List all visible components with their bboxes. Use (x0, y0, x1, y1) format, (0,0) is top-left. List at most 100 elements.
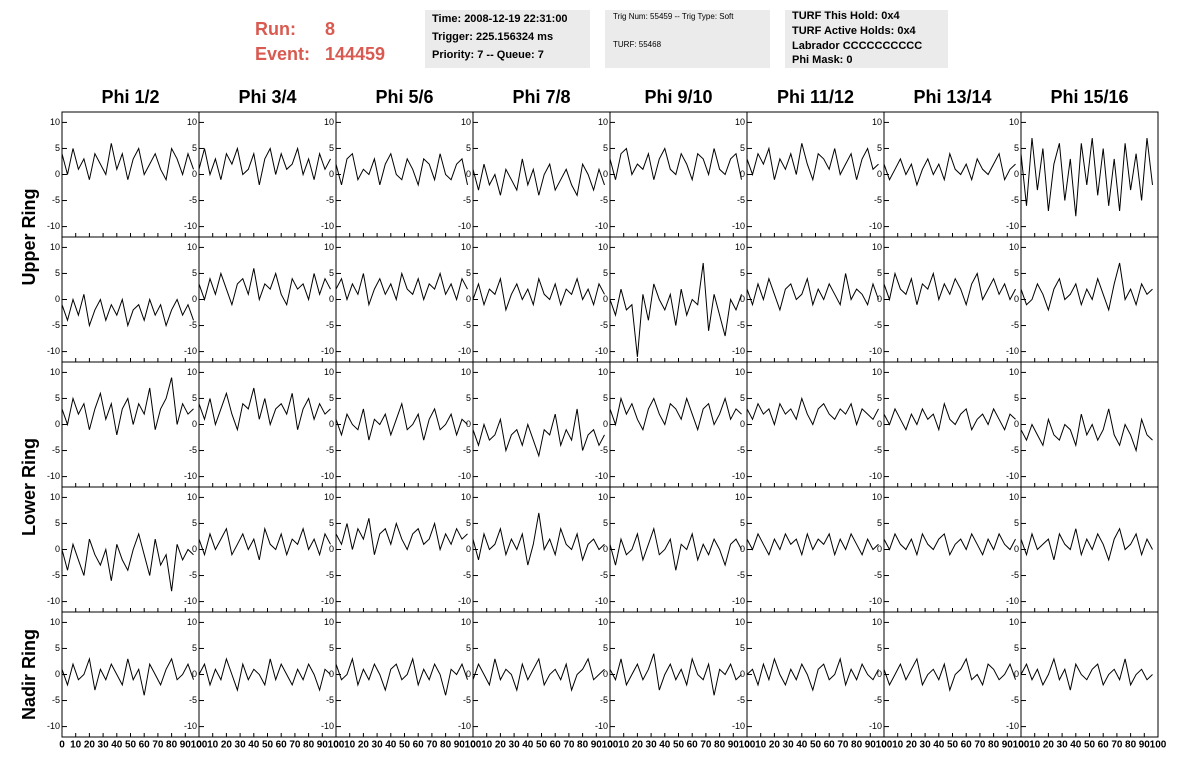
waveform (883, 532, 1016, 557)
column-title: Phi 1/2 (101, 87, 159, 107)
y-tick-label: 10 (735, 492, 745, 502)
event-label: Event: (255, 44, 310, 64)
y-tick-label: 0 (1014, 669, 1019, 679)
x-tick-label: 0 (470, 740, 476, 751)
y-tick-label: 5 (55, 268, 60, 278)
x-tick-label: 60 (687, 740, 699, 751)
y-tick-label: 5 (329, 518, 334, 528)
y-tick-label: 5 (603, 143, 608, 153)
y-tick-label: 5 (55, 393, 60, 403)
y-tick-label: 10 (324, 492, 334, 502)
y-tick-label: -10 (184, 471, 197, 481)
x-tick-label: 60 (550, 740, 562, 751)
y-tick-label: 0 (1014, 544, 1019, 554)
y-tick-label: -5 (52, 695, 60, 705)
y-tick-label: 10 (461, 367, 471, 377)
waveform (472, 158, 605, 197)
y-tick-label: 5 (740, 143, 745, 153)
x-tick-label: 20 (769, 740, 781, 751)
y-tick-label: -10 (732, 471, 745, 481)
y-tick-label: 0 (55, 419, 60, 429)
x-tick-label: 90 (591, 740, 603, 751)
y-tick-label: -10 (458, 596, 471, 606)
y-tick-label: 10 (187, 242, 197, 252)
y-tick-label: -10 (458, 346, 471, 356)
y-tick-label: -5 (1011, 320, 1019, 330)
y-tick-label: 10 (872, 492, 882, 502)
y-tick-label: 0 (466, 544, 471, 554)
x-tick-label: 90 (728, 740, 740, 751)
x-tick-label: 90 (865, 740, 877, 751)
y-tick-label: -10 (184, 596, 197, 606)
x-tick-label: 20 (358, 740, 370, 751)
info-line: Labrador CCCCCCCCCC (792, 40, 922, 52)
column-title: Phi 3/4 (238, 87, 296, 107)
y-tick-label: 10 (50, 492, 60, 502)
x-tick-label: 80 (303, 740, 315, 751)
info-box (785, 10, 948, 68)
panel-frame (198, 361, 337, 488)
y-tick-label: -10 (732, 346, 745, 356)
waveform (746, 657, 879, 692)
y-tick-label: -10 (869, 721, 882, 731)
y-tick-label: -10 (869, 596, 882, 606)
x-tick-label: 40 (659, 740, 671, 751)
x-tick-label: 80 (440, 740, 452, 751)
waveform (1020, 657, 1153, 691)
panel-frame (609, 361, 748, 488)
x-tick-label: 90 (317, 740, 329, 751)
column-title: Phi 7/8 (512, 87, 570, 107)
panel-frame (746, 111, 885, 238)
x-tick-label: 20 (221, 740, 233, 751)
y-tick-label: 0 (603, 669, 608, 679)
y-tick-label: -5 (737, 695, 745, 705)
y-tick-label: -5 (326, 570, 334, 580)
y-tick-label: 5 (740, 393, 745, 403)
x-tick-label: 50 (947, 740, 959, 751)
y-tick-label: 10 (872, 242, 882, 252)
y-tick-label: -5 (1011, 570, 1019, 580)
x-tick-label: 70 (700, 740, 712, 751)
y-tick-label: 0 (877, 544, 882, 554)
y-tick-label: -10 (47, 596, 60, 606)
panel-frame (472, 486, 611, 613)
y-tick-label: -10 (1006, 471, 1019, 481)
y-tick-label: 5 (192, 393, 197, 403)
y-tick-label: 10 (461, 242, 471, 252)
waveform (472, 276, 605, 312)
x-tick-label: 50 (536, 740, 548, 751)
panel-frame (335, 486, 474, 613)
panel-frame (472, 111, 611, 238)
panel-frame (198, 611, 337, 738)
y-tick-label: 0 (740, 294, 745, 304)
x-tick-label: 100 (191, 740, 208, 751)
x-tick-label: 70 (426, 740, 438, 751)
x-tick-label: 100 (602, 740, 619, 751)
y-tick-label: -5 (189, 570, 197, 580)
panel-frame (609, 111, 748, 238)
y-tick-label: 0 (329, 169, 334, 179)
y-tick-label: -10 (47, 721, 60, 731)
y-tick-label: -10 (595, 346, 608, 356)
waveform (61, 294, 194, 328)
y-tick-label: 10 (324, 117, 334, 127)
waveform (883, 151, 1016, 187)
y-tick-label: 5 (55, 643, 60, 653)
waveform (1020, 137, 1153, 217)
y-tick-label: 10 (598, 117, 608, 127)
y-tick-label: 0 (877, 294, 882, 304)
y-tick-label: 0 (55, 294, 60, 304)
waveform (61, 656, 194, 696)
panel-frame (61, 111, 200, 238)
y-tick-label: 5 (466, 518, 471, 528)
y-tick-label: -5 (600, 445, 608, 455)
y-tick-label: -10 (47, 346, 60, 356)
y-tick-label: 10 (1009, 367, 1019, 377)
y-tick-label: 10 (735, 117, 745, 127)
panel-frame (883, 361, 1022, 488)
panel-frame (746, 361, 885, 488)
y-tick-label: -10 (184, 346, 197, 356)
x-tick-label: 70 (1111, 740, 1123, 751)
y-tick-label: 0 (55, 544, 60, 554)
